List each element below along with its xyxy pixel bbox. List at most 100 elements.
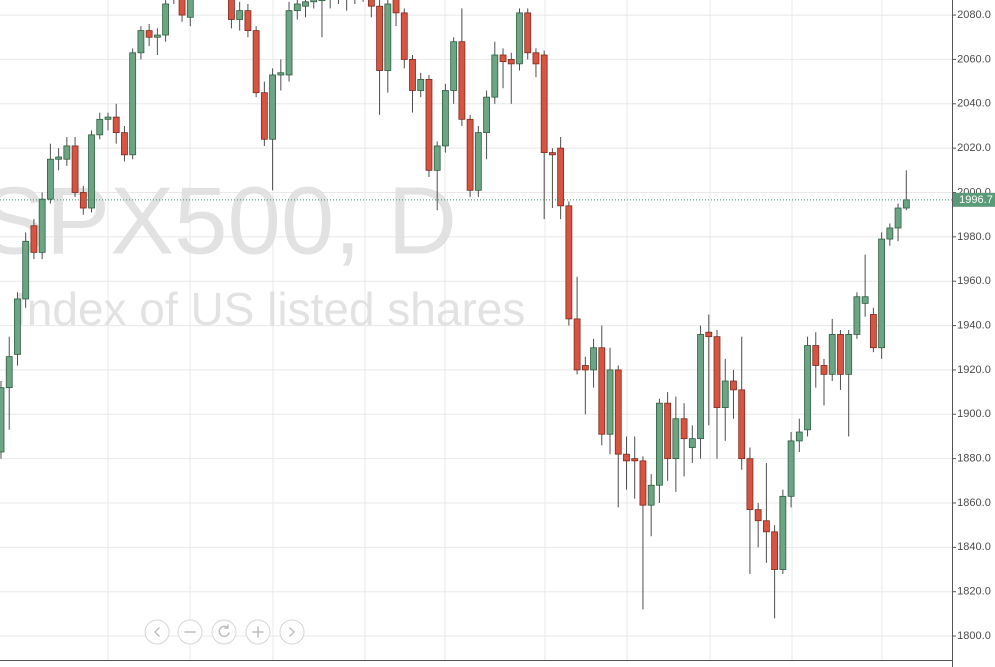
candle-body <box>22 240 30 300</box>
candle-body <box>721 380 729 409</box>
candle-body <box>631 458 639 462</box>
candle-body <box>104 116 112 120</box>
candle-body <box>606 369 614 435</box>
y-tick-label: 1800.0 <box>957 630 991 642</box>
candle-body <box>886 227 894 240</box>
candle-body <box>433 145 441 171</box>
reset-button[interactable] <box>211 619 237 645</box>
candle-body <box>804 345 811 431</box>
candle-body <box>71 145 79 193</box>
candle-body <box>730 380 737 391</box>
candle-body <box>828 334 836 375</box>
candle-body <box>499 54 507 63</box>
candle-body <box>442 90 449 147</box>
candle-body <box>705 331 713 338</box>
candle-body <box>417 78 425 91</box>
candle-body <box>491 54 499 98</box>
zoom-out-button[interactable] <box>177 619 203 645</box>
candle-body <box>269 74 276 140</box>
candle-body <box>400 12 408 60</box>
candle-body <box>96 118 104 136</box>
candle-body <box>55 156 63 160</box>
last-price-tag <box>953 192 995 207</box>
candle-body <box>894 207 902 229</box>
candle-body <box>277 72 285 76</box>
y-tick-label: 1820.0 <box>957 586 991 598</box>
scroll-right-button[interactable] <box>279 619 305 645</box>
candle-body <box>112 116 120 134</box>
watermark-subtitle: Index of US listed shares <box>14 283 525 335</box>
candle-body <box>713 336 721 409</box>
candle-body <box>409 59 416 91</box>
candle-body <box>738 389 746 460</box>
candle-body <box>145 30 153 38</box>
candle-body <box>293 3 301 12</box>
y-tick-label: 1900.0 <box>957 408 991 420</box>
y-tick-label: 2040.0 <box>957 98 991 110</box>
candle-body <box>450 41 458 91</box>
candle-body <box>392 0 400 14</box>
candle-body <box>121 132 128 156</box>
candle-body <box>532 52 540 65</box>
candle-body <box>598 347 606 435</box>
candle-body <box>474 132 482 191</box>
candle-body <box>507 59 515 65</box>
candle-body <box>376 5 383 71</box>
candle-body <box>153 34 161 38</box>
candle-body <box>236 10 244 20</box>
candle-body <box>30 225 38 253</box>
candle-body <box>186 0 194 18</box>
candle-body <box>549 152 556 156</box>
candle-body <box>795 431 803 442</box>
candle-body <box>820 365 828 375</box>
y-tick-label: 1940.0 <box>957 319 991 331</box>
candle-body <box>812 345 820 366</box>
candle-body <box>623 453 630 462</box>
candle-body <box>88 134 95 209</box>
candle-body <box>46 158 54 200</box>
candle-body <box>754 509 762 522</box>
candle-body <box>853 296 861 335</box>
candle-body <box>878 238 886 349</box>
candle-body <box>260 92 268 140</box>
candle-body <box>0 387 5 453</box>
candle-body <box>162 3 170 36</box>
candle-body <box>178 0 186 16</box>
candle-body <box>771 531 779 570</box>
last-price-label: 1996.7 <box>959 194 993 206</box>
candle-body <box>581 365 589 371</box>
y-tick-label: 2020.0 <box>957 142 991 154</box>
y-tick-label: 1840.0 <box>957 541 991 553</box>
candle-body <box>787 440 795 497</box>
candle-body <box>285 10 293 76</box>
candle-body <box>869 314 877 349</box>
candle-body <box>861 296 869 304</box>
candle-body <box>590 347 597 371</box>
y-tick-label: 2060.0 <box>957 53 991 65</box>
candle-body <box>664 402 672 460</box>
candle-body <box>845 334 853 375</box>
candle-body <box>38 198 46 253</box>
candle-body <box>680 418 688 440</box>
y-tick-label: 1920.0 <box>957 364 991 376</box>
candle-body <box>310 0 318 3</box>
candle-body <box>384 3 392 71</box>
candle-body <box>483 96 490 134</box>
candles <box>0 0 952 619</box>
zoom-in-button[interactable] <box>245 619 271 645</box>
candle-body <box>656 402 663 486</box>
candle-body <box>318 0 326 2</box>
candle-body <box>837 334 844 375</box>
candle-body <box>252 30 260 94</box>
candle-body <box>129 52 137 156</box>
watermark-title: SPX500, D <box>0 167 457 274</box>
candle-body <box>228 0 235 20</box>
scroll-left-button[interactable] <box>144 619 170 645</box>
y-tick-label: 2080.0 <box>957 9 991 21</box>
y-tick-label: 1980.0 <box>957 231 991 243</box>
candle-body <box>302 1 309 7</box>
candle-body <box>557 147 565 207</box>
candle-body <box>779 495 787 570</box>
